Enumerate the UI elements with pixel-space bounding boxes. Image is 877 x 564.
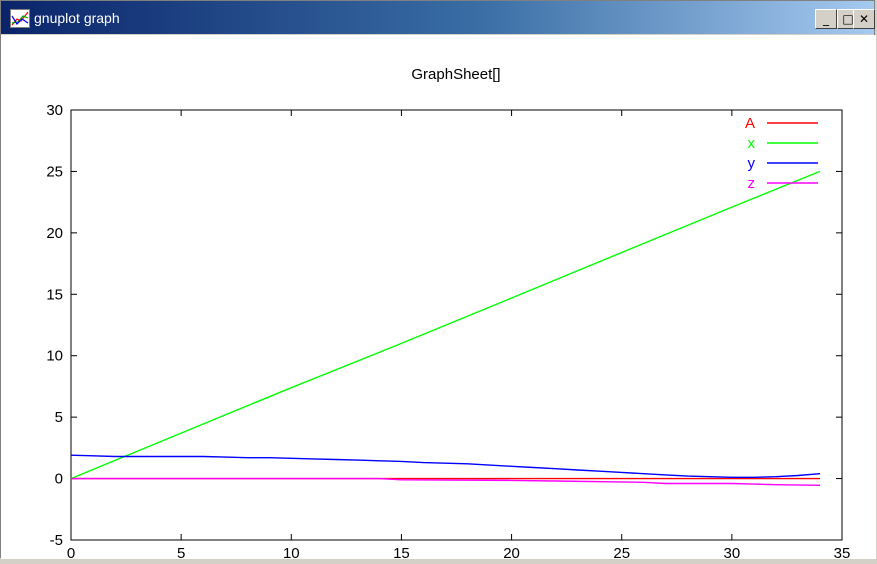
y-tick-label: 5 — [55, 409, 63, 426]
y-tick-label: 15 — [46, 286, 63, 303]
x-axis: 0 5 10 15 20 25 30 35 — [67, 110, 851, 562]
minimize-button[interactable]: _ — [815, 9, 837, 29]
x-tick-label: 20 — [503, 545, 520, 559]
y-tick-label: 10 — [46, 348, 63, 365]
x-tick-label: 5 — [177, 545, 185, 559]
x-tick-label: 30 — [724, 545, 741, 559]
window-title: gnuplot graph — [34, 10, 120, 26]
x-tick-label: 35 — [834, 545, 851, 559]
series-line-y — [70, 454, 821, 478]
title-bar[interactable]: gnuplot graph _ □ ✕ — [1, 1, 875, 35]
x-tick-label: 15 — [393, 545, 410, 559]
series-layer — [70, 170, 821, 486]
close-button[interactable]: ✕ — [853, 9, 875, 29]
legend-label-z: z — [748, 175, 756, 192]
y-tick-label: 30 — [46, 102, 63, 119]
y-tick-label: 0 — [55, 471, 63, 488]
legend-label-x: x — [748, 135, 756, 152]
y-axis: -5 0 5 10 15 20 25 30 — [46, 102, 842, 549]
x-tick-label: 0 — [67, 545, 75, 559]
x-tick-label: 10 — [283, 545, 300, 559]
y-tick-label: 25 — [46, 163, 63, 180]
gnuplot-graph-icon[interactable] — [10, 9, 30, 28]
gnuplot-graph-icon-glyph — [11, 10, 29, 27]
chart-title: GraphSheet[] — [411, 66, 500, 83]
series-line-x — [70, 170, 821, 480]
chart-canvas: GraphSheet[] 0 5 10 15 20 25 30 35 -5 0 5 10 15 20 25… — [46, 66, 851, 562]
legend-label-y: y — [748, 155, 756, 172]
plot-area: GraphSheet[] 0 5 10 15 20 25 30 35 -5 0 5 10 15 20 25… — [1, 35, 876, 562]
y-tick-label: -5 — [50, 532, 63, 549]
legend-label-A: A — [745, 115, 755, 132]
series-line-z — [71, 477, 821, 486]
x-tick-label: 25 — [613, 545, 630, 559]
y-tick-label: 20 — [46, 225, 63, 242]
plot-frame — [70, 109, 843, 541]
